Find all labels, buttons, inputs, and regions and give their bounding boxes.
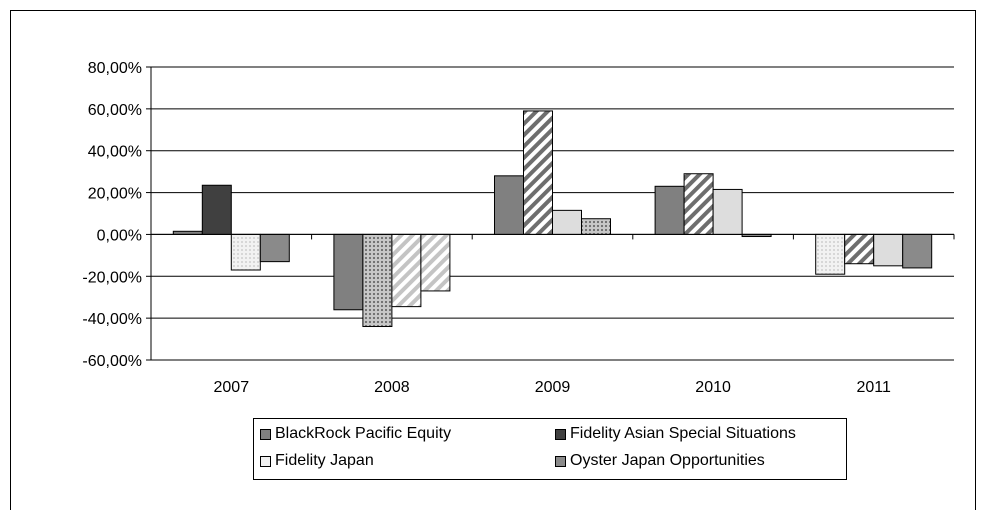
x-tick-label: 2009 [535,379,571,396]
bar-2011-series-0 [815,233,846,275]
bar-2008-series-1 [362,233,393,328]
x-tick-label: 2010 [695,379,731,396]
legend-swatch-fidelity-asian [555,428,566,440]
legend-item-fidelity-japan: Fidelity Japan [260,452,374,470]
bar-2007-series-2 [230,233,261,271]
bars [172,110,933,328]
bar-2007-series-3 [259,233,290,263]
bar-2008-series-0 [333,233,364,311]
bar-2008-series-3 [420,233,451,292]
legend-swatch-fidelity-japan [260,455,271,467]
legend-item-blackrock: BlackRock Pacific Equity [260,425,451,443]
y-tick-label: -40,00% [82,311,142,328]
x-tick-label: 2008 [374,379,410,396]
bar-2010-series-0 [654,185,685,235]
axes: -60,00% -40,00% -20,00% 0,00% 20,00% 40,00% 60… [82,60,955,396]
bar-2011-series-2 [873,233,904,267]
y-tick-label: 40,00% [88,144,142,161]
bar-2011-series-1 [844,233,875,265]
y-tick-label: 20,00% [88,186,142,203]
y-tick-label: -20,00% [82,269,142,286]
bar-2009-series-1 [523,110,553,235]
x-tick-label: 2011 [856,379,891,396]
bar-2010-series-2 [712,188,743,235]
bar-2011-series-3 [902,233,933,269]
bar-2009-series-2 [552,209,582,235]
legend-item-oyster: Oyster Japan Opportunities [555,452,765,470]
y-tick-label: 60,00% [88,102,142,119]
legend-item-fidelity-asian: Fidelity Asian Special Situations [555,425,796,443]
bar-2009-series-0 [494,175,524,235]
y-tick-label: 0,00% [97,227,142,244]
y-tick-label: -60,00% [82,353,142,370]
legend-label: Fidelity Asian Special Situations [570,425,796,442]
bar-2010-series-1 [683,173,714,235]
bar-2007-series-1 [201,184,232,235]
legend-swatch-oyster [555,455,566,467]
x-tick-label: 2007 [214,379,250,396]
legend: BlackRock Pacific Equity Fidelity Asian … [253,418,847,480]
y-tick-label: 80,00% [88,60,142,77]
bar-2009-series-3 [581,218,611,235]
legend-label: Oyster Japan Opportunities [570,452,765,469]
legend-label: BlackRock Pacific Equity [275,425,452,442]
legend-label: Fidelity Japan [275,452,374,469]
bar-2008-series-2 [391,233,422,308]
legend-swatch-blackrock [260,428,271,440]
